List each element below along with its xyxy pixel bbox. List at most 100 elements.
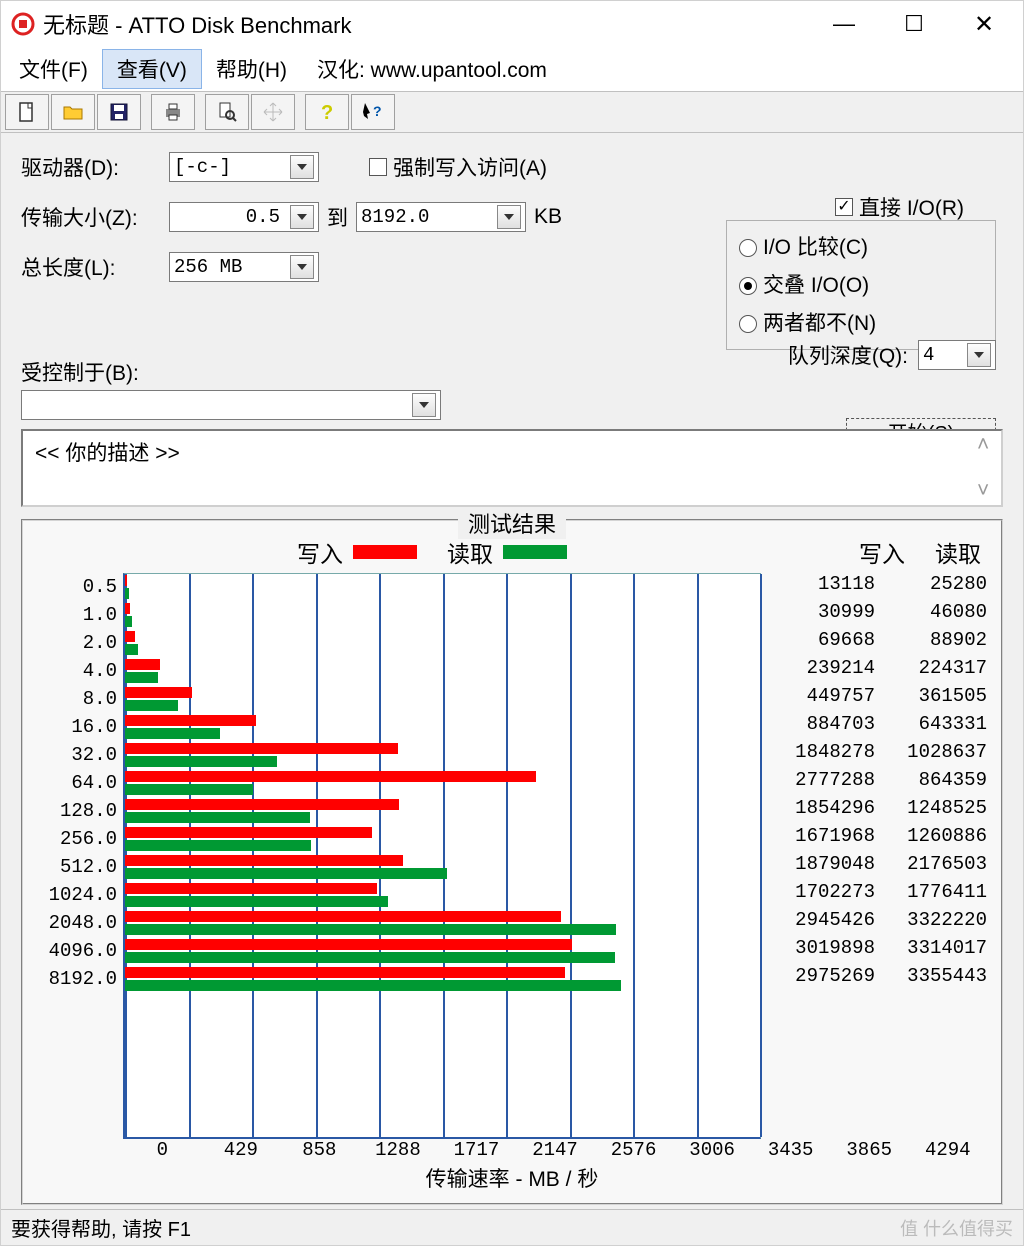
value-row: 17022731776411 xyxy=(761,881,987,909)
x-axis-ticks: 042985812881717214725763006343538654294 xyxy=(123,1139,987,1165)
minimize-button[interactable]: — xyxy=(809,4,879,44)
description-box[interactable]: << 你的描述 >> ˄˅ xyxy=(21,429,1003,507)
read-bar xyxy=(125,812,310,823)
write-value: 69668 xyxy=(781,629,875,657)
x-axis-label: 传输速率 - MB / 秒 xyxy=(37,1163,987,1193)
bar-row xyxy=(125,938,760,966)
x-tick: 2576 xyxy=(594,1139,673,1165)
statusbar: 要获得帮助, 请按 F1 值 什么值得买 xyxy=(1,1209,1023,1245)
read-value: 361505 xyxy=(893,685,987,713)
queue-depth-row: 队列深度(Q): 4 xyxy=(788,340,996,370)
value-row: 239214224317 xyxy=(761,657,987,685)
bar-row xyxy=(125,910,760,938)
read-value: 46080 xyxy=(893,601,987,629)
write-bar xyxy=(125,603,130,614)
results-frame: 测试结果 写入 读取 写入 读取 0.51.02.04.08.016.032.0… xyxy=(21,519,1003,1205)
value-row: 16719681260886 xyxy=(761,825,987,853)
help-button[interactable]: ? xyxy=(305,94,349,130)
io-neither-radio[interactable] xyxy=(739,315,757,333)
scroll-up-icon[interactable]: ˄ xyxy=(977,433,999,457)
write-bar xyxy=(125,883,377,894)
write-bar xyxy=(125,659,160,670)
read-value: 643331 xyxy=(893,713,987,741)
queue-depth-select[interactable]: 4 xyxy=(918,340,996,370)
menu-help[interactable]: 帮助(H) xyxy=(202,50,301,88)
transfer-from-select[interactable]: 0.5 xyxy=(169,202,319,232)
menu-view[interactable]: 查看(V) xyxy=(102,49,202,89)
read-value: 1260886 xyxy=(893,825,987,853)
io-compare-label: I/O 比较(C) xyxy=(763,236,868,259)
read-value: 1028637 xyxy=(893,741,987,769)
bar-row xyxy=(125,854,760,882)
legend-write-label: 写入 xyxy=(297,535,343,569)
queue-depth-label: 队列深度(Q): xyxy=(788,340,908,370)
new-button[interactable] xyxy=(5,94,49,130)
read-bar xyxy=(125,896,388,907)
y-tick: 2048.0 xyxy=(37,909,117,937)
write-value: 2945426 xyxy=(781,909,875,937)
menu-file[interactable]: 文件(F) xyxy=(5,50,102,88)
force-write-label: 强制写入访问(A) xyxy=(393,152,547,182)
x-tick: 1717 xyxy=(437,1139,516,1165)
scroll-down-icon[interactable]: ˅ xyxy=(977,479,999,503)
write-bar xyxy=(125,771,536,782)
x-tick: 2147 xyxy=(516,1139,595,1165)
x-tick: 3865 xyxy=(830,1139,909,1165)
bar-row xyxy=(125,742,760,770)
save-button[interactable] xyxy=(97,94,141,130)
controlled-select[interactable] xyxy=(21,390,441,420)
content-area: 驱动器(D): [-c-] 强制写入访问(A) 传输大小(Z): 0.5 到 8… xyxy=(1,133,1023,1209)
y-tick: 4096.0 xyxy=(37,937,117,965)
drive-label: 驱动器(D): xyxy=(21,152,169,182)
read-bar xyxy=(125,672,158,683)
ap-badge xyxy=(37,1193,987,1197)
value-row: 1311825280 xyxy=(761,573,987,601)
value-row: 30198983314017 xyxy=(761,937,987,965)
write-value: 3019898 xyxy=(781,937,875,965)
write-value: 2777288 xyxy=(781,769,875,797)
close-button[interactable]: ✕ xyxy=(949,4,1019,44)
transfer-to-select[interactable]: 8192.0 xyxy=(356,202,526,232)
transfer-size-label: 传输大小(Z): xyxy=(21,202,169,232)
print-button[interactable] xyxy=(151,94,195,130)
io-neither-label: 两者都不(N) xyxy=(763,312,876,335)
move-button[interactable] xyxy=(251,94,295,130)
io-overlap-radio[interactable] xyxy=(739,277,757,295)
x-tick: 1288 xyxy=(359,1139,438,1165)
controlled-label: 受控制于(B): xyxy=(21,357,139,387)
write-value: 30999 xyxy=(781,601,875,629)
y-tick: 512.0 xyxy=(37,853,117,881)
toolbar: ? ? xyxy=(1,91,1023,133)
desc-scrollbar[interactable]: ˄˅ xyxy=(977,433,999,503)
maximize-button[interactable]: ☐ xyxy=(879,4,949,44)
drive-select[interactable]: [-c-] xyxy=(169,152,319,182)
write-value: 2975269 xyxy=(781,965,875,993)
y-tick: 1.0 xyxy=(37,601,117,629)
preview-button[interactable] xyxy=(205,94,249,130)
write-value: 13118 xyxy=(781,573,875,601)
value-row: 884703 643331 xyxy=(761,713,987,741)
y-tick: 8192.0 xyxy=(37,965,117,993)
write-value: 884703 xyxy=(781,713,875,741)
read-value: 224317 xyxy=(893,657,987,685)
write-value: 1879048 xyxy=(781,853,875,881)
context-help-button[interactable]: ? xyxy=(351,94,395,130)
length-select[interactable]: 256 MB xyxy=(169,252,319,282)
y-tick: 32.0 xyxy=(37,741,117,769)
value-row: 18542961248525 xyxy=(761,797,987,825)
read-bar xyxy=(125,588,129,599)
read-value: 88902 xyxy=(893,629,987,657)
value-row: 18790482176503 xyxy=(761,853,987,881)
io-compare-radio[interactable] xyxy=(739,239,757,257)
direct-io-checkbox[interactable] xyxy=(835,198,853,216)
status-help-text: 要获得帮助, 请按 F1 xyxy=(11,1213,191,1242)
y-tick: 256.0 xyxy=(37,825,117,853)
force-write-checkbox[interactable] xyxy=(369,158,387,176)
value-row: 18482781028637 xyxy=(761,741,987,769)
read-bar xyxy=(125,756,277,767)
open-button[interactable] xyxy=(51,94,95,130)
read-value: 3322220 xyxy=(893,909,987,937)
x-tick: 3435 xyxy=(751,1139,830,1165)
write-bar xyxy=(125,687,192,698)
write-bar xyxy=(125,631,135,642)
